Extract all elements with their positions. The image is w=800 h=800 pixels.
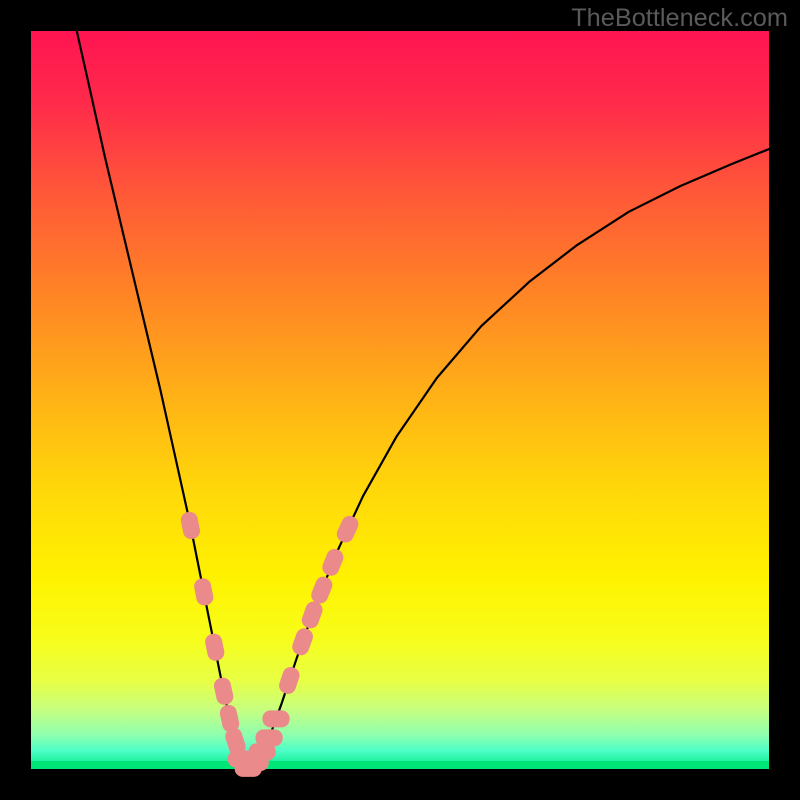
chart-stage: TheBottleneck.com	[0, 0, 800, 800]
watermark-text: TheBottleneck.com	[571, 4, 788, 33]
plot-bottom-band	[31, 761, 769, 769]
plot-gradient-background	[31, 31, 769, 769]
